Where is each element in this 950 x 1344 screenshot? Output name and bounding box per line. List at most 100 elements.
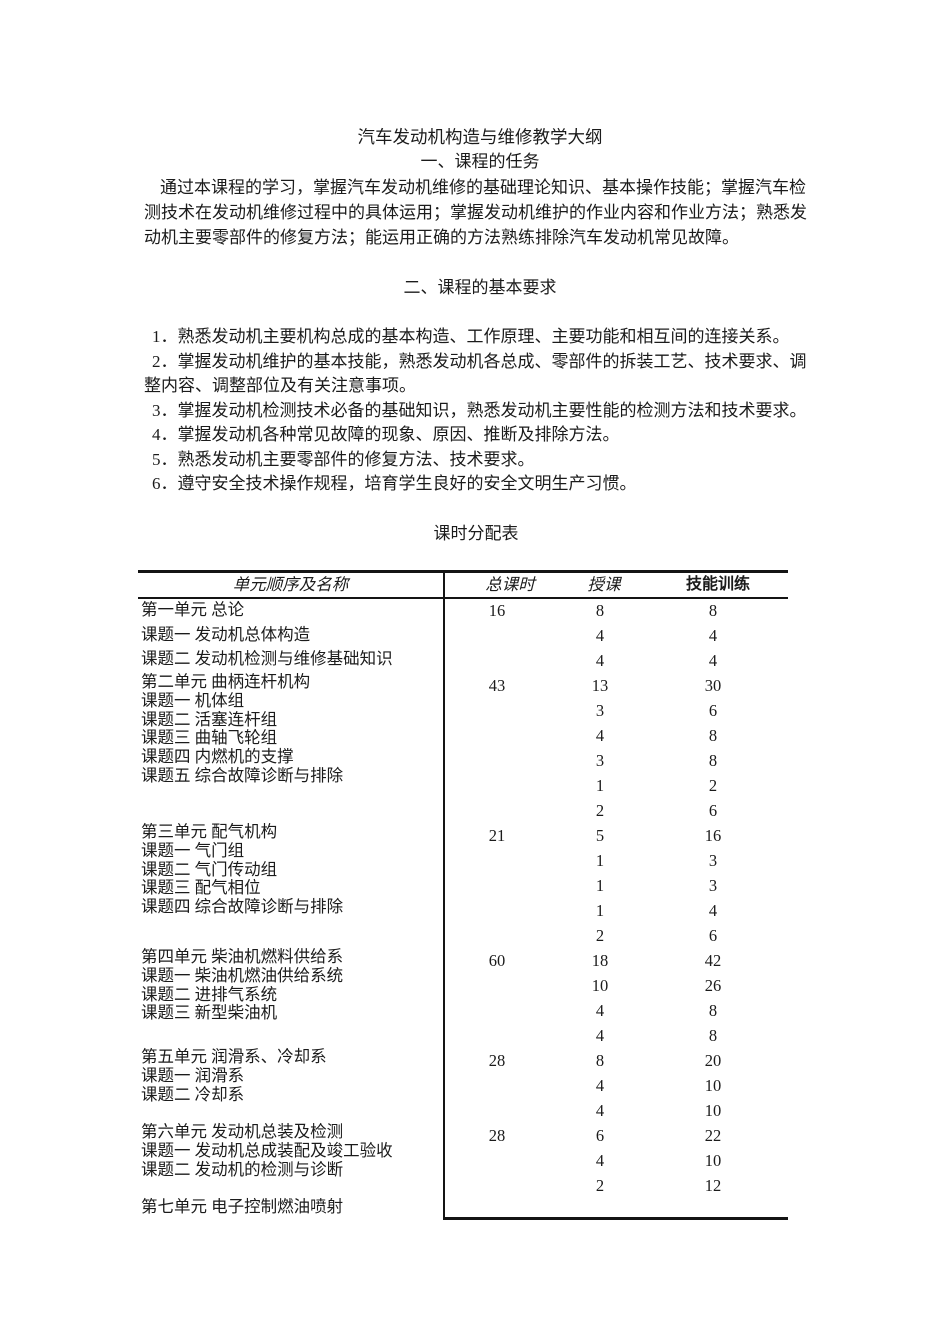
skill-hours-value: 10 bbox=[704, 1101, 722, 1120]
unit-title: 第一单元 总论 bbox=[141, 600, 245, 619]
total-hours-column: 21 bbox=[457, 823, 537, 848]
unit-title: 第五单元 润滑系、冷却系 bbox=[141, 1047, 327, 1066]
table-unit-block: 第四单元 柴油机燃料供给系 课题一 柴油机燃油供给系统 课题二 进排气系统 课题三 新… bbox=[138, 947, 788, 1048]
topic-label: 课题二 气门传动组 bbox=[141, 859, 278, 879]
total-hours-column: 16 bbox=[457, 598, 537, 623]
requirement-line: 整内容、调整部位及有关注意事项。 bbox=[144, 376, 416, 395]
topic-label: 课题三 新型柴油机 bbox=[141, 1003, 278, 1023]
skill-hours-column: 20 10 10 bbox=[673, 1048, 753, 1123]
lecture-hours-value: 2 bbox=[595, 926, 605, 945]
topic-label: 课题一 机体组 bbox=[141, 690, 245, 710]
skill-hours-column: 42 26 8 8 bbox=[673, 948, 753, 1048]
skill-hours-value: 8 bbox=[708, 601, 718, 620]
requirement-line: 2．掌握发动机维护的基本技能，熟悉发动机各总成、零部件的拆装工艺、技术要求、调 bbox=[152, 351, 807, 371]
topic-label: 课题二 发动机的检测与诊断 bbox=[141, 1159, 344, 1179]
lecture-hours-column: 8 4 4 bbox=[560, 598, 640, 673]
unit-name-column: 第三单元 配气机构 课题一 气门组 课题二 气门传动组 课题三 配气相位 课题四 综合故… bbox=[141, 822, 441, 917]
lecture-hours-value: 8 bbox=[595, 1051, 605, 1070]
total-hours-value: 21 bbox=[488, 826, 506, 845]
skill-hours-value: 3 bbox=[708, 851, 718, 870]
topic-label: 课题二 发动机检测与维修基础知识 bbox=[141, 649, 393, 669]
lecture-hours-value: 4 bbox=[595, 1151, 605, 1170]
skill-hours-value: 10 bbox=[704, 1151, 722, 1170]
skill-hours-value: 20 bbox=[704, 1051, 722, 1070]
lecture-hours-column: 5 1 1 1 2 bbox=[560, 823, 640, 948]
lecture-hours-value: 8 bbox=[595, 601, 605, 620]
header-total-hours: 总课时 bbox=[485, 575, 535, 594]
total-hours-column: 28 bbox=[457, 1048, 537, 1073]
header-lecture-hours: 授课 bbox=[587, 575, 621, 594]
lecture-hours-value: 4 bbox=[595, 651, 605, 670]
skill-hours-value: 4 bbox=[708, 901, 718, 920]
hours-allocation-table: 单元顺序及名称 总课时 授课 技能训练 第一单元 总论 课题一 发动机总体构造 课题… bbox=[138, 570, 788, 1222]
total-hours-value: 60 bbox=[488, 951, 506, 970]
header-skill-training: 技能训练 bbox=[685, 576, 750, 593]
topic-label: 课题一 柴油机燃油供给系统 bbox=[141, 965, 344, 985]
topic-label: 课题三 配气相位 bbox=[141, 878, 261, 898]
table-unit-block: 第七单元 电子控制燃油喷射 bbox=[138, 1197, 788, 1218]
total-hours-value: 28 bbox=[488, 1126, 506, 1145]
skill-hours-value: 26 bbox=[704, 976, 722, 995]
skill-hours-column: 8 4 4 bbox=[673, 598, 753, 673]
header-unit-name: 单元顺序及名称 bbox=[232, 575, 349, 594]
lecture-hours-value: 13 bbox=[591, 676, 609, 695]
unit-name-column: 第五单元 润滑系、冷却系 课题一 润滑系 课题二 冷却系 bbox=[141, 1047, 441, 1104]
section1-paragraph: 通过本课程的学习，掌握汽车发动机维修的基础理论知识、基本操作技能；掌握汽车检测技… bbox=[144, 175, 822, 251]
unit-title: 第六单元 发动机总装及检测 bbox=[141, 1122, 344, 1141]
section2-heading: 二、课程的基本要求 bbox=[403, 278, 557, 297]
unit-title: 第三单元 配气机构 bbox=[141, 822, 278, 841]
total-hours-value: 28 bbox=[488, 1051, 506, 1070]
lecture-hours-value: 5 bbox=[595, 826, 605, 845]
unit-title: 第七单元 电子控制燃油喷射 bbox=[141, 1197, 344, 1216]
table-header-underline bbox=[138, 597, 788, 599]
skill-hours-value: 6 bbox=[708, 701, 718, 720]
paragraph-line: 通过本课程的学习，掌握汽车发动机维修的基础理论知识、基本操作技能；掌握汽车检 bbox=[160, 178, 806, 197]
table-unit-block: 第五单元 润滑系、冷却系 课题一 润滑系 课题二 冷却系 28 8 4 4 20 10 10 bbox=[138, 1047, 788, 1123]
lecture-hours-value: 1 bbox=[595, 876, 605, 895]
table-bottom-border bbox=[443, 1217, 788, 1220]
section2-item-list: 1．熟悉发动机主要机构总成的基本构造、工作原理、主要功能和相互间的连接关系。 2．… bbox=[144, 325, 822, 497]
unit-name-column: 第一单元 总论课题一 发动机总体构造课题二 发动机检测与维修基础知识 bbox=[141, 598, 441, 672]
topic-label: 课题一 气门组 bbox=[141, 840, 245, 860]
skill-hours-value: 30 bbox=[704, 676, 722, 695]
skill-hours-value: 8 bbox=[708, 1001, 718, 1020]
hours-table-title: 课时分配表 bbox=[433, 524, 519, 543]
lecture-hours-value: 4 bbox=[595, 1001, 605, 1020]
total-hours-column: 28 bbox=[457, 1123, 537, 1148]
topic-label: 课题三 曲轴飞轮组 bbox=[141, 728, 278, 748]
skill-hours-column: 16 3 3 4 6 bbox=[673, 823, 753, 948]
requirement-line: 4．掌握发动机各种常见故障的现象、原因、推断及排除方法。 bbox=[152, 425, 620, 444]
skill-hours-value: 4 bbox=[708, 651, 718, 670]
requirement-line: 3．掌握发动机检测技术必备的基础知识，熟悉发动机主要性能的检测方法和技术要求。 bbox=[152, 400, 807, 420]
lecture-hours-column: 18 10 4 4 bbox=[560, 948, 640, 1048]
topic-label: 课题四 综合故障诊断与排除 bbox=[141, 897, 344, 917]
total-hours-column: 60 bbox=[457, 948, 537, 973]
table-top-border bbox=[138, 570, 788, 573]
table-vertical-divider bbox=[443, 570, 445, 1220]
skill-hours-value: 8 bbox=[708, 1026, 718, 1045]
requirement-line: 6．遵守安全技术操作规程，培育学生良好的安全文明生产习惯。 bbox=[152, 474, 637, 493]
paragraph-line: 测技术在发动机维修过程中的具体运用；掌握发动机维护的作业内容和作业方法；熟悉发 bbox=[144, 203, 807, 223]
table-unit-block: 第三单元 配气机构 课题一 气门组 课题二 气门传动组 课题三 配气相位 课题四 综合故… bbox=[138, 822, 788, 948]
skill-hours-value: 6 bbox=[708, 926, 718, 945]
total-hours-column: 43 bbox=[457, 673, 537, 698]
table-body: 第一单元 总论 课题一 发动机总体构造 课题二 发动机检测与维修基础知识 16 8 4 4 8… bbox=[138, 598, 788, 1218]
topic-label: 课题一 润滑系 bbox=[141, 1065, 245, 1085]
skill-hours-value: 10 bbox=[704, 1076, 722, 1095]
lecture-hours-value: 10 bbox=[591, 976, 609, 995]
lecture-hours-column: 6 4 2 bbox=[560, 1123, 640, 1198]
skill-hours-column: 30 6 8 8 2 6 bbox=[673, 673, 753, 823]
topic-label: 课题一 发动机总体构造 bbox=[141, 624, 311, 644]
topic-label: 课题二 冷却系 bbox=[141, 1084, 245, 1104]
requirement-line: 5．熟悉发动机主要零部件的修复方法、技术要求。 bbox=[152, 449, 535, 469]
paragraph-line: 动机主要零部件的修复方法；能运用正确的方法熟练排除汽车发动机常见故障。 bbox=[144, 228, 739, 248]
skill-hours-value: 8 bbox=[708, 726, 718, 745]
skill-hours-value: 42 bbox=[704, 951, 722, 970]
document-title: 汽车发动机构造与维修教学大纲 bbox=[357, 127, 603, 147]
unit-name-column: 第二单元 曲柄连杆机构 课题一 机体组 课题二 活塞连杆组 课题三 曲轴飞轮组 课题四 … bbox=[141, 672, 441, 786]
lecture-hours-value: 3 bbox=[595, 701, 605, 720]
lecture-hours-value: 4 bbox=[595, 726, 605, 745]
lecture-hours-value: 6 bbox=[595, 1126, 605, 1145]
lecture-hours-column: 8 4 4 bbox=[560, 1048, 640, 1123]
